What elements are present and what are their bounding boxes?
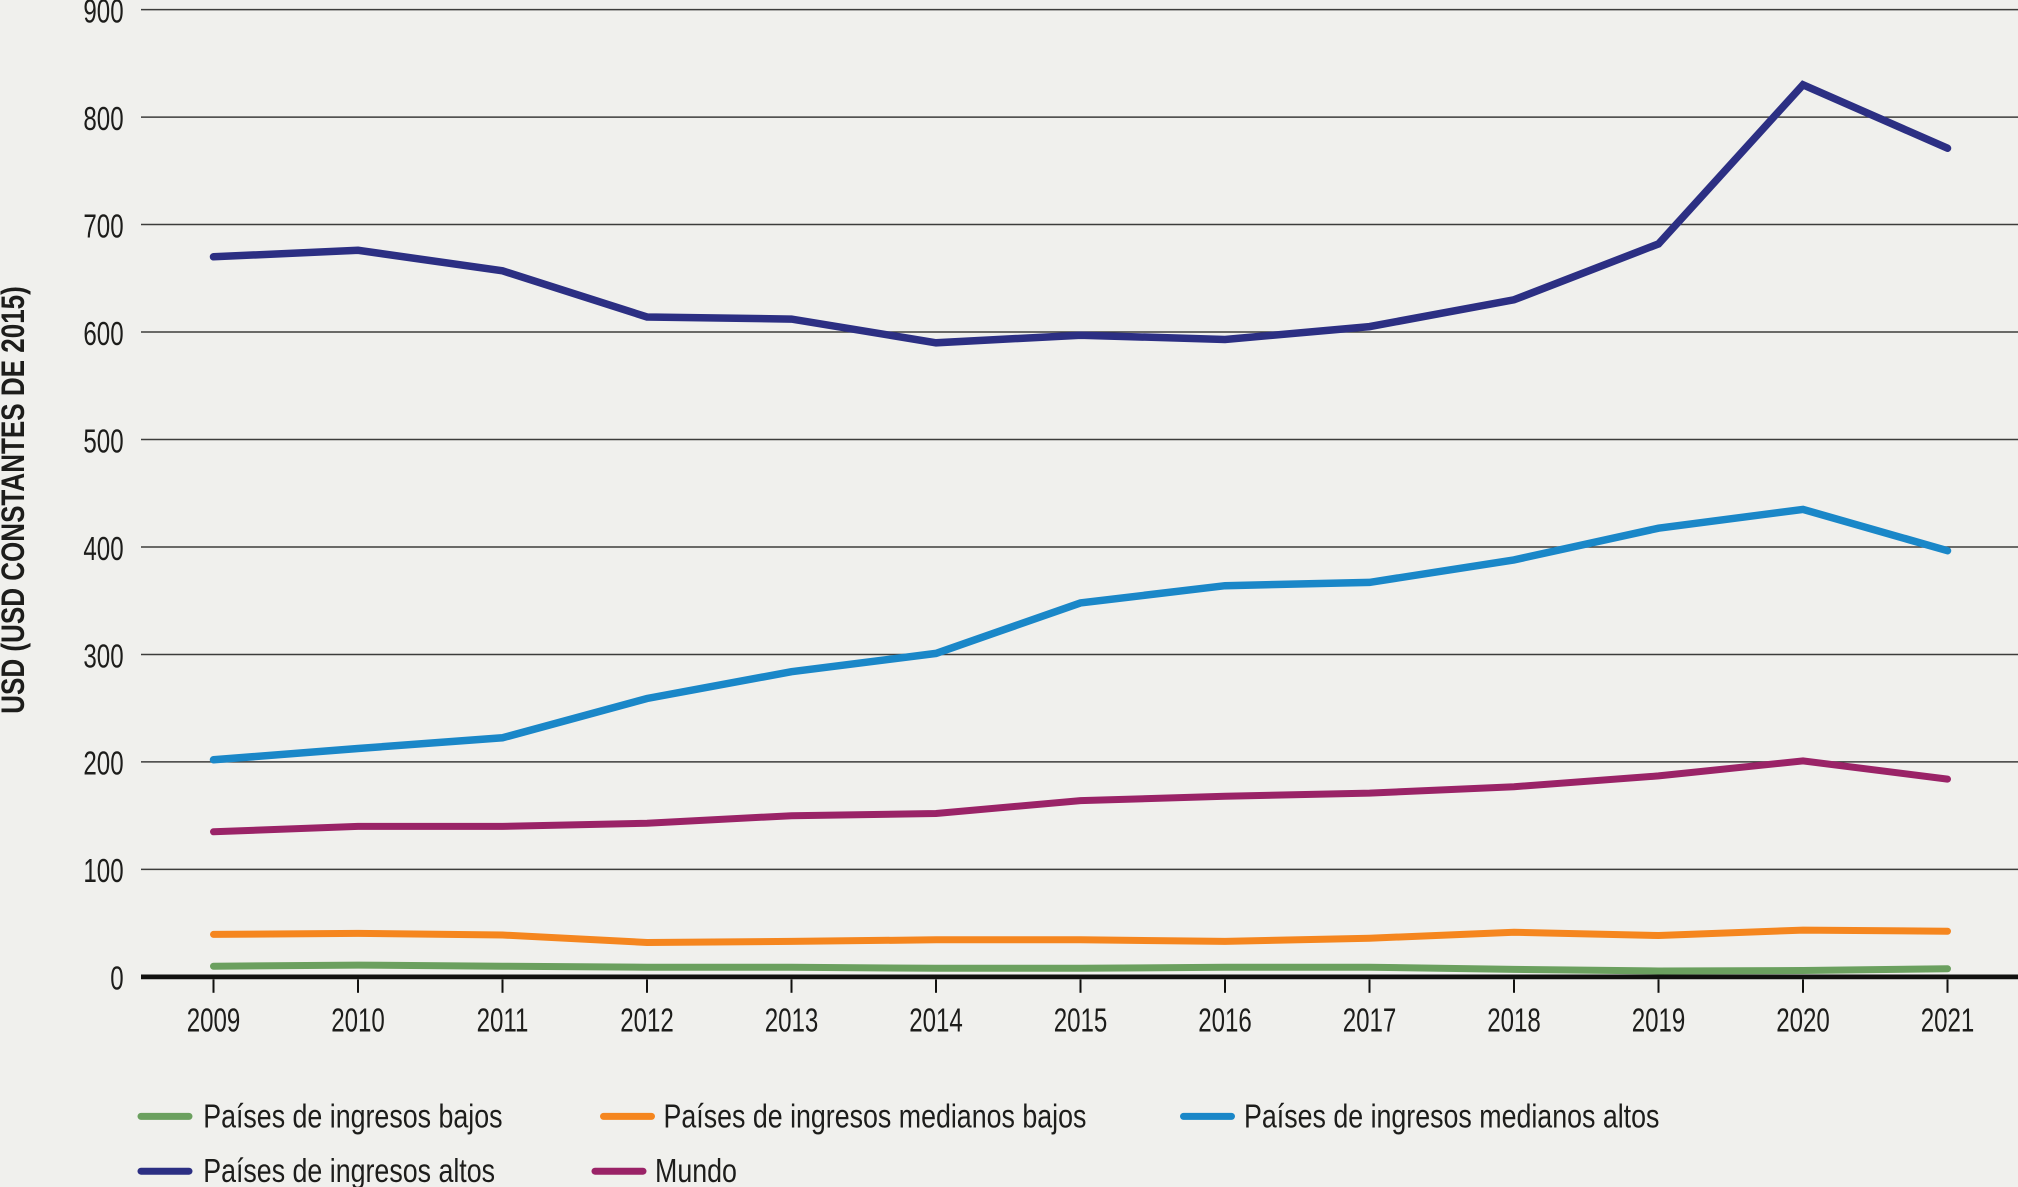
svg-text:900: 900 — [83, 0, 123, 30]
svg-text:2011: 2011 — [477, 1003, 529, 1040]
svg-text:2015: 2015 — [1054, 1003, 1108, 1040]
svg-text:2013: 2013 — [765, 1003, 819, 1040]
svg-text:400: 400 — [83, 531, 123, 568]
svg-text:USD (USD CONSTANTES DE 2015): USD (USD CONSTANTES DE 2015) — [0, 286, 32, 714]
svg-text:300: 300 — [83, 639, 123, 676]
svg-text:2017: 2017 — [1343, 1003, 1397, 1040]
svg-text:2021: 2021 — [1921, 1003, 1975, 1040]
svg-text:800: 800 — [83, 101, 123, 138]
svg-text:100: 100 — [83, 854, 123, 891]
svg-text:2012: 2012 — [620, 1003, 674, 1040]
svg-text:Países de ingresos bajos: Países de ingresos bajos — [203, 1099, 502, 1135]
svg-text:Mundo: Mundo — [655, 1154, 737, 1187]
svg-text:Países de ingresos medianos ba: Países de ingresos medianos bajos — [664, 1099, 1087, 1135]
svg-text:2020: 2020 — [1776, 1003, 1830, 1040]
svg-text:2018: 2018 — [1487, 1003, 1541, 1040]
svg-text:2009: 2009 — [187, 1003, 241, 1040]
svg-text:Países de ingresos medianos al: Países de ingresos medianos altos — [1244, 1099, 1659, 1135]
svg-text:2019: 2019 — [1632, 1003, 1686, 1040]
svg-text:Países de ingresos altos: Países de ingresos altos — [203, 1154, 495, 1187]
svg-text:200: 200 — [83, 746, 123, 783]
svg-text:600: 600 — [83, 316, 123, 353]
svg-text:2010: 2010 — [331, 1003, 385, 1040]
svg-text:500: 500 — [83, 424, 123, 461]
svg-text:700: 700 — [83, 209, 123, 246]
svg-text:0: 0 — [110, 961, 123, 998]
svg-text:2014: 2014 — [909, 1003, 963, 1040]
svg-text:2016: 2016 — [1198, 1003, 1252, 1040]
